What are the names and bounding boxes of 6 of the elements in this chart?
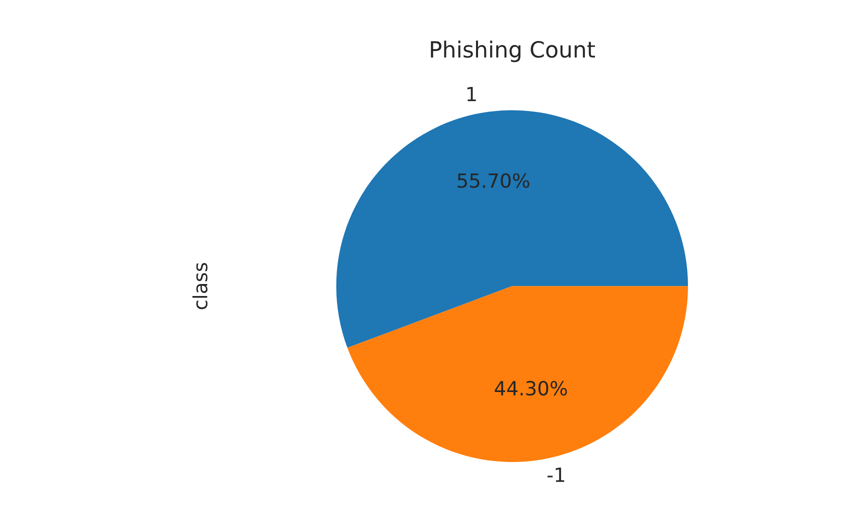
- chart-title: Phishing Count: [430, 40, 595, 62]
- text: class: [192, 262, 208, 310]
- slice-label: 1: [467, 86, 476, 102]
- data-label: 55.70%: [458, 173, 530, 188]
- data-label: 44.30%: [494, 380, 567, 396]
- slice-label: -1: [548, 468, 564, 482]
